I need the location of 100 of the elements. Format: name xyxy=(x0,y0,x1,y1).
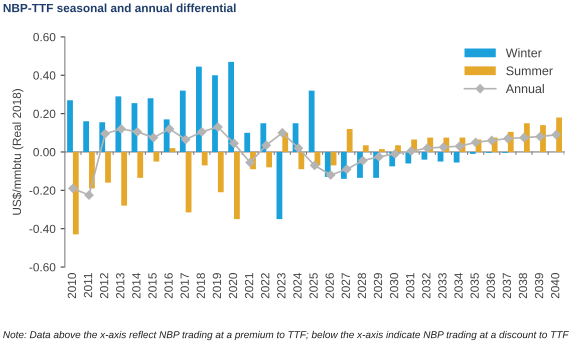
point xyxy=(374,152,384,162)
point xyxy=(422,144,432,153)
x-tick-label: 2010 xyxy=(68,273,76,298)
bar xyxy=(202,152,208,166)
y-tick-label: 0.00 xyxy=(33,148,56,156)
point xyxy=(68,184,78,194)
bar xyxy=(148,98,154,152)
point xyxy=(100,129,110,138)
point xyxy=(148,132,158,142)
chart-title: NBP-TTF seasonal and annual differential xyxy=(4,4,236,12)
point xyxy=(197,127,206,136)
legend-label: Summer xyxy=(506,66,553,76)
x-tick-label: 2023 xyxy=(277,273,286,298)
y-tick-label: -0.60 xyxy=(29,263,56,272)
point xyxy=(229,138,239,148)
bar xyxy=(153,152,160,162)
point xyxy=(245,158,255,168)
x-tick-label: 2024 xyxy=(293,272,302,298)
bar xyxy=(132,103,138,152)
point xyxy=(310,160,320,170)
x-tick-label: 2011 xyxy=(84,273,92,298)
x-tick-label: 2015 xyxy=(148,273,157,298)
x-tick-label: 2021 xyxy=(244,273,254,298)
point xyxy=(164,124,174,134)
x-tick-label: 2022 xyxy=(261,273,270,298)
x-tick-label: 2036 xyxy=(486,273,495,298)
point xyxy=(84,190,94,200)
x-tick-label: 2017 xyxy=(180,273,189,298)
point xyxy=(294,144,304,153)
bar xyxy=(218,152,224,192)
y-axis-title: US$/mmbtu (Real 2018) xyxy=(12,89,24,215)
bar xyxy=(362,145,369,152)
x-tick-label: 2018 xyxy=(196,273,205,298)
x-tick-label: 2035 xyxy=(470,273,479,298)
x-tick-label: 2037 xyxy=(502,273,512,298)
point xyxy=(132,127,142,136)
y-tick-label: 0.60 xyxy=(33,32,56,42)
x-tick-label: 2014 xyxy=(132,272,141,298)
x-tick-label: 2020 xyxy=(228,273,238,298)
point xyxy=(358,156,368,166)
bar xyxy=(438,152,444,162)
x-tick-label: 2029 xyxy=(374,273,382,298)
point xyxy=(342,164,352,174)
bar xyxy=(186,152,192,212)
bar xyxy=(196,66,202,152)
bar xyxy=(266,152,272,168)
bar xyxy=(276,152,282,220)
x-tick-label: 2027 xyxy=(342,273,350,298)
bar xyxy=(105,152,111,183)
bar xyxy=(454,152,460,163)
point xyxy=(535,132,545,142)
legend-label: Annual xyxy=(506,84,544,94)
point xyxy=(181,134,190,144)
x-tick-label: 2025 xyxy=(309,273,318,298)
x-tick-label: 2031 xyxy=(406,273,414,298)
point xyxy=(503,134,512,144)
bar xyxy=(228,62,234,152)
x-tick-label: 2012 xyxy=(100,273,108,298)
y-tick-label: -0.20 xyxy=(29,186,56,195)
bar xyxy=(67,100,73,152)
bar xyxy=(170,148,176,152)
point xyxy=(487,136,496,146)
x-tick-label: 2019 xyxy=(212,273,222,298)
bar xyxy=(378,149,385,152)
x-tick-label: 2013 xyxy=(116,273,124,298)
bar xyxy=(330,152,336,166)
bar xyxy=(137,152,144,178)
point xyxy=(552,130,561,140)
point xyxy=(262,140,271,150)
y-tick-label: 0.40 xyxy=(33,71,56,80)
point xyxy=(438,142,448,152)
x-tick-label: 2034 xyxy=(454,272,463,298)
point xyxy=(471,138,480,148)
y-tick-label: -0.40 xyxy=(29,224,56,234)
bar xyxy=(212,75,218,152)
bar xyxy=(83,121,90,152)
x-tick-label: 2028 xyxy=(358,273,366,298)
x-tick-label: 2033 xyxy=(438,273,447,298)
bar xyxy=(346,128,353,152)
x-tick-label: 2032 xyxy=(422,273,430,298)
text: Note: Data above the x-axis reflect NBP trading at a premium to TTF; below the x-axis indicate NBP trading at a discount to TTF xyxy=(3,330,569,340)
bar xyxy=(422,152,428,160)
x-tick-label: 2026 xyxy=(325,273,334,298)
x-tick-label: 2038 xyxy=(518,273,528,298)
x-tick-label: 2039 xyxy=(534,273,544,298)
y-tick-label: 0.20 xyxy=(33,110,56,118)
bar xyxy=(234,152,240,220)
point xyxy=(116,124,126,134)
point xyxy=(454,142,464,151)
point xyxy=(213,122,223,132)
legend-label: Winter xyxy=(506,48,542,58)
point xyxy=(390,149,400,159)
point xyxy=(326,170,336,180)
point xyxy=(519,132,529,142)
x-tick-label: 2040 xyxy=(550,273,560,298)
point xyxy=(278,128,287,138)
bar xyxy=(244,132,250,152)
bar xyxy=(308,90,315,152)
x-tick-label: 2016 xyxy=(164,273,173,298)
bar xyxy=(121,152,128,206)
